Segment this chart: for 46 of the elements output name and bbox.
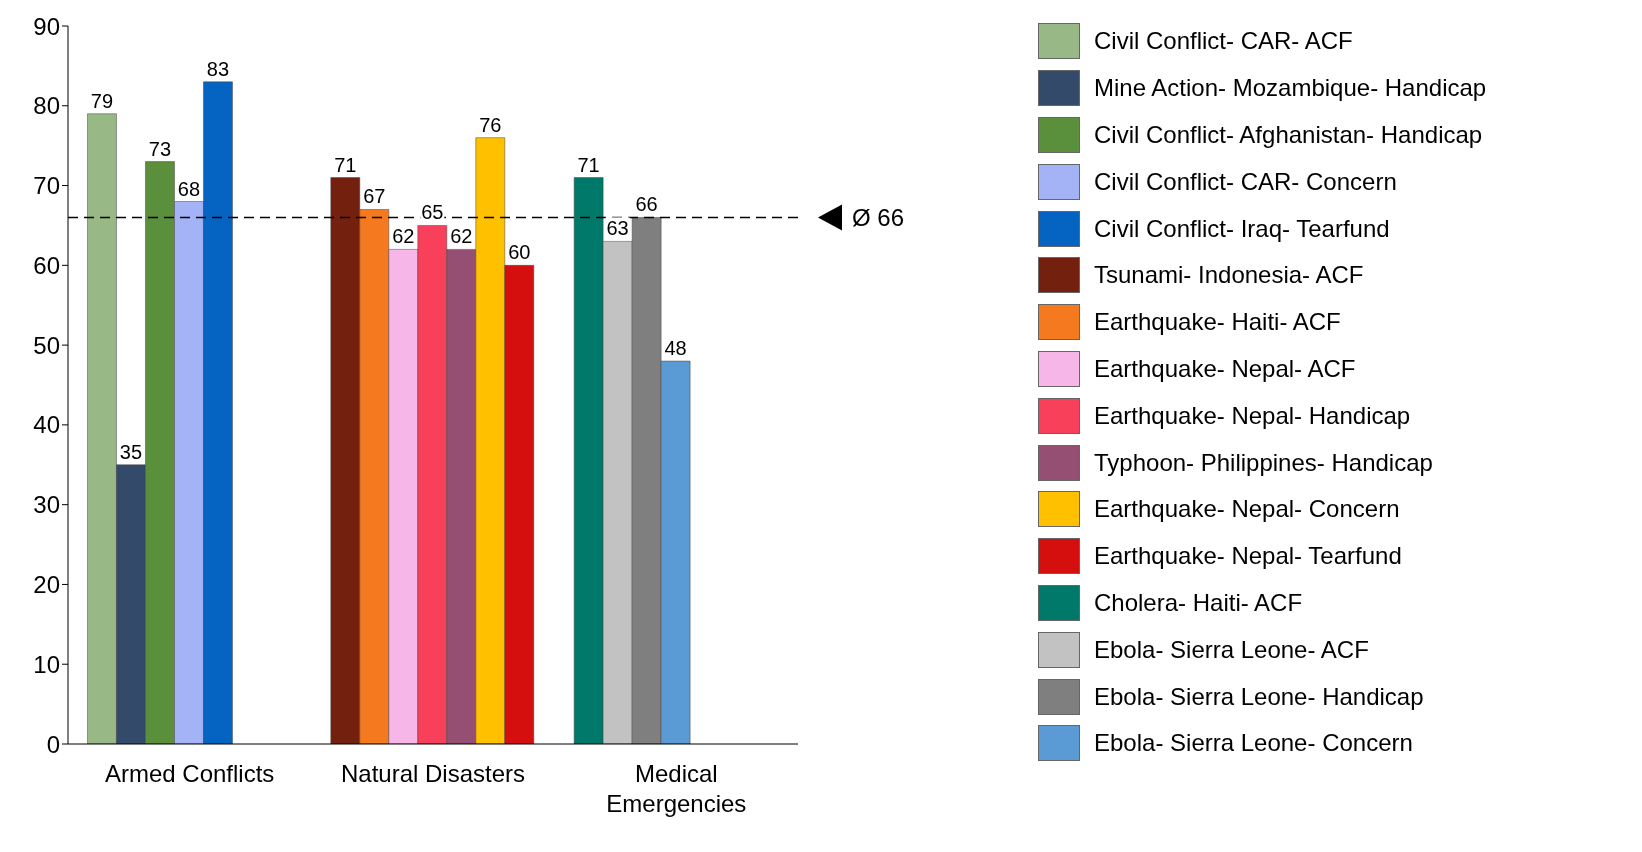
y-tick-label: 0: [46, 730, 60, 758]
legend-label: Civil Conflict- CAR- Concern: [1094, 167, 1397, 196]
y-tick-label: 70: [33, 172, 60, 200]
data-label: 62: [392, 225, 415, 248]
data-label: 35: [119, 440, 143, 463]
data-label: 62: [450, 225, 473, 248]
legend-label: Civil Conflict- Afghanistan- Handicap: [1094, 120, 1483, 149]
x-tick-label: Medical Emergencies: [606, 760, 747, 817]
y-tick-label: 90: [33, 12, 60, 40]
data-label: 60: [508, 241, 531, 264]
y-tick-label: 60: [33, 251, 60, 279]
data-label: 76: [479, 113, 502, 136]
data-label: 66: [635, 193, 658, 216]
data-label: 71: [577, 153, 600, 176]
x-tick-label: Natural Disasters: [340, 760, 526, 787]
x-tick-label: Armed Conflicts: [104, 760, 275, 787]
ref-line-label: Ø 66: [852, 204, 905, 232]
y-tick-label: 10: [33, 650, 60, 678]
data-label: 67: [363, 185, 386, 208]
y-tick-label: 50: [33, 331, 60, 359]
y-tick-label: 80: [33, 92, 60, 120]
legend-label: Ebola- Sierra Leone- Handicap: [1094, 682, 1424, 711]
legend-label: Earthquake- Nepal- Tearfund: [1094, 542, 1402, 571]
legend-label: Civil Conflict- CAR- ACF: [1094, 27, 1353, 56]
data-label: 63: [606, 217, 629, 240]
y-tick-label: 30: [33, 491, 60, 519]
legend-label: Earthquake- Nepal- Handicap: [1094, 401, 1411, 430]
data-label: 48: [664, 337, 687, 360]
data-label: 68: [177, 177, 201, 200]
legend-label: Earthquake- Nepal- ACF: [1094, 354, 1356, 383]
data-label: 83: [206, 57, 230, 80]
legend-label: Tsunami- Indonesia- ACF: [1094, 261, 1364, 290]
y-tick-label: 40: [33, 411, 60, 439]
legend-label: Typhoon- Philippines- Handicap: [1094, 448, 1433, 477]
data-label: 79: [90, 89, 114, 112]
legend-label: Earthquake- Nepal- Concern: [1094, 495, 1400, 524]
legend-label: Ebola- Sierra Leone- Concern: [1094, 729, 1413, 758]
y-tick-label: 20: [33, 570, 60, 598]
data-label: 71: [334, 153, 357, 176]
legend-label: Cholera- Haiti- ACF: [1094, 588, 1303, 617]
legend-label: Mine Action- Mozambique- Handicap: [1094, 74, 1487, 103]
data-label: 73: [148, 137, 172, 160]
legend-label: Civil Conflict- Iraq- Tearfund: [1094, 214, 1390, 243]
legend-label: Ebola- Sierra Leone- ACF: [1094, 635, 1369, 664]
data-label: 65: [421, 201, 444, 224]
legend-label: Earthquake- Haiti- ACF: [1094, 308, 1341, 337]
